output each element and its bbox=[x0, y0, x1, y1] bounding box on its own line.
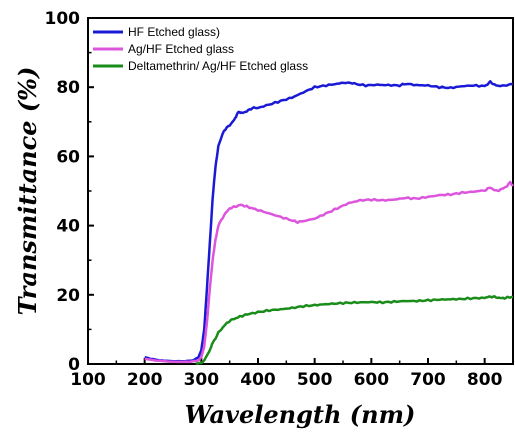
y-axis-title: Transmittance (%) bbox=[13, 67, 42, 316]
x-tick-label: 700 bbox=[410, 370, 446, 390]
legend-label: HF Etched glass) bbox=[128, 25, 220, 39]
x-tick-label: 400 bbox=[240, 370, 276, 390]
x-tick-label: 100 bbox=[70, 370, 106, 390]
x-tick-label: 500 bbox=[297, 370, 333, 390]
y-tick-label: 40 bbox=[56, 217, 80, 237]
series-line-3 bbox=[195, 295, 514, 365]
y-tick-label: 80 bbox=[56, 78, 80, 98]
y-tick-label: 60 bbox=[56, 147, 80, 167]
x-tick-label: 300 bbox=[184, 370, 220, 390]
x-tick-label: 800 bbox=[467, 370, 503, 390]
y-tick-label: 0 bbox=[68, 355, 80, 375]
legend-label: Ag/HF Etched glass bbox=[128, 42, 234, 56]
x-tick-labels: 100 200 300 400 500 600 700 800 bbox=[70, 370, 502, 390]
x-tick-label: 600 bbox=[354, 370, 390, 390]
legend: HF Etched glass) Ag/HF Etched glass Deltam… bbox=[93, 25, 308, 73]
x-axis-title: Wavelength (nm) bbox=[185, 400, 416, 429]
y-tick-label: 20 bbox=[56, 286, 80, 306]
legend-label: Deltamethrin/ Ag/HF Etched glass bbox=[128, 59, 308, 73]
series-line-1 bbox=[144, 80, 514, 363]
x-tick-label: 200 bbox=[127, 370, 163, 390]
y-tick-label: 100 bbox=[45, 9, 81, 29]
series-line-2 bbox=[144, 180, 514, 364]
y-tick-labels: 0 20 40 60 80 100 bbox=[45, 9, 81, 375]
series-lines bbox=[144, 80, 514, 365]
